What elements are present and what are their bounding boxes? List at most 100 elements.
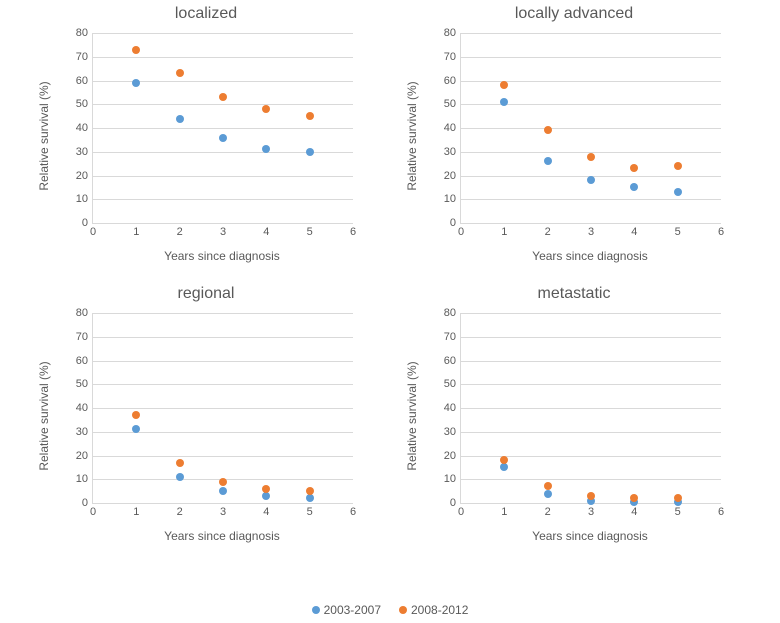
- panel-title: localized: [40, 5, 372, 23]
- panel-title: metastatic: [408, 285, 740, 303]
- y-tick-label: 30: [58, 426, 93, 438]
- y-axis-label: Relative survival (%): [405, 81, 419, 190]
- data-point: [544, 482, 552, 490]
- legend-label-a: 2003-2007: [324, 603, 381, 617]
- y-tick-label: 40: [426, 402, 461, 414]
- x-axis-label: Years since diagnosis: [92, 249, 352, 263]
- data-point: [630, 164, 638, 172]
- x-axis-label: Years since diagnosis: [92, 529, 352, 543]
- data-point: [262, 485, 270, 493]
- y-tick-label: 60: [58, 355, 93, 367]
- x-tick-label: 2: [538, 503, 558, 518]
- data-point: [587, 176, 595, 184]
- panel-title: locally advanced: [408, 5, 740, 23]
- grid-line: [93, 104, 353, 105]
- x-tick-label: 0: [83, 503, 103, 518]
- y-tick-label: 60: [426, 355, 461, 367]
- x-tick-label: 0: [83, 223, 103, 238]
- legend-label-b: 2008-2012: [411, 603, 468, 617]
- x-tick-label: 4: [624, 223, 644, 238]
- y-tick-label: 80: [58, 307, 93, 319]
- x-tick-label: 5: [300, 503, 320, 518]
- y-tick-label: 70: [426, 331, 461, 343]
- legend-dot-a: [312, 606, 320, 614]
- x-tick-label: 2: [170, 503, 190, 518]
- legend-item-2003-2007: 2003-2007: [312, 603, 381, 617]
- grid-line: [93, 313, 353, 314]
- x-tick-label: 3: [213, 503, 233, 518]
- grid-line: [461, 361, 721, 362]
- x-tick-label: 2: [170, 223, 190, 238]
- x-tick-label: 3: [581, 223, 601, 238]
- y-tick-label: 60: [426, 75, 461, 87]
- x-tick-label: 1: [494, 503, 514, 518]
- x-tick-label: 1: [494, 223, 514, 238]
- data-point: [219, 134, 227, 142]
- grid-line: [461, 199, 721, 200]
- grid-line: [461, 128, 721, 129]
- y-tick-label: 30: [426, 426, 461, 438]
- plot-area: 010203040506070800123456: [92, 33, 353, 224]
- panel-locally-advanced: locally advancedRelative survival (%)010…: [408, 5, 740, 267]
- x-tick-label: 4: [256, 223, 276, 238]
- data-point: [500, 98, 508, 106]
- y-axis-label: Relative survival (%): [37, 81, 51, 190]
- grid-line: [461, 337, 721, 338]
- grid-line: [461, 408, 721, 409]
- y-tick-label: 50: [426, 378, 461, 390]
- data-point: [500, 463, 508, 471]
- grid-line: [461, 104, 721, 105]
- grid-line: [461, 456, 721, 457]
- x-tick-label: 1: [126, 223, 146, 238]
- y-tick-label: 20: [58, 450, 93, 462]
- plot-area: 010203040506070800123456: [460, 33, 721, 224]
- grid-line: [93, 152, 353, 153]
- data-point: [132, 79, 140, 87]
- grid-line: [93, 456, 353, 457]
- data-point: [544, 126, 552, 134]
- data-point: [306, 112, 314, 120]
- y-tick-label: 40: [426, 122, 461, 134]
- y-axis-label: Relative survival (%): [37, 361, 51, 470]
- y-axis-label: Relative survival (%): [405, 361, 419, 470]
- y-tick-label: 80: [58, 27, 93, 39]
- y-tick-label: 10: [58, 473, 93, 485]
- data-point: [630, 183, 638, 191]
- x-tick-label: 2: [538, 223, 558, 238]
- x-axis-label: Years since diagnosis: [460, 529, 720, 543]
- panel-title: regional: [40, 285, 372, 303]
- y-tick-label: 10: [426, 193, 461, 205]
- grid-line: [461, 313, 721, 314]
- y-tick-label: 10: [426, 473, 461, 485]
- y-tick-label: 50: [426, 98, 461, 110]
- x-tick-label: 5: [300, 223, 320, 238]
- x-tick-label: 6: [711, 223, 731, 238]
- data-point: [176, 473, 184, 481]
- y-tick-label: 80: [426, 307, 461, 319]
- data-point: [262, 492, 270, 500]
- grid-line: [93, 176, 353, 177]
- data-point: [587, 153, 595, 161]
- grid-line: [461, 33, 721, 34]
- grid-line: [93, 408, 353, 409]
- y-tick-label: 10: [58, 193, 93, 205]
- data-point: [306, 494, 314, 502]
- legend-dot-b: [399, 606, 407, 614]
- x-tick-label: 0: [451, 223, 471, 238]
- data-point: [674, 494, 682, 502]
- grid-line: [93, 199, 353, 200]
- data-point: [176, 459, 184, 467]
- y-tick-label: 20: [58, 170, 93, 182]
- grid-line: [93, 361, 353, 362]
- x-tick-label: 6: [343, 503, 363, 518]
- y-tick-label: 20: [426, 450, 461, 462]
- data-point: [132, 411, 140, 419]
- data-point: [219, 478, 227, 486]
- data-point: [630, 494, 638, 502]
- data-point: [262, 105, 270, 113]
- y-tick-label: 30: [426, 146, 461, 158]
- x-tick-label: 1: [126, 503, 146, 518]
- y-tick-label: 70: [58, 331, 93, 343]
- data-point: [306, 148, 314, 156]
- y-tick-label: 30: [58, 146, 93, 158]
